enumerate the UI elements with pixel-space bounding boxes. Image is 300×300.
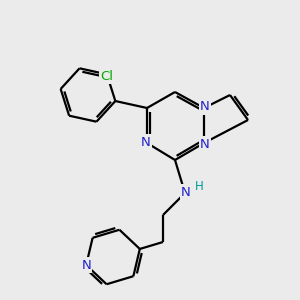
Text: Cl: Cl [100, 70, 113, 83]
Text: N: N [181, 185, 191, 199]
Text: N: N [81, 259, 91, 272]
Text: N: N [141, 136, 151, 148]
Text: N: N [200, 100, 210, 113]
Text: H: H [195, 179, 204, 193]
Text: N: N [200, 137, 210, 151]
